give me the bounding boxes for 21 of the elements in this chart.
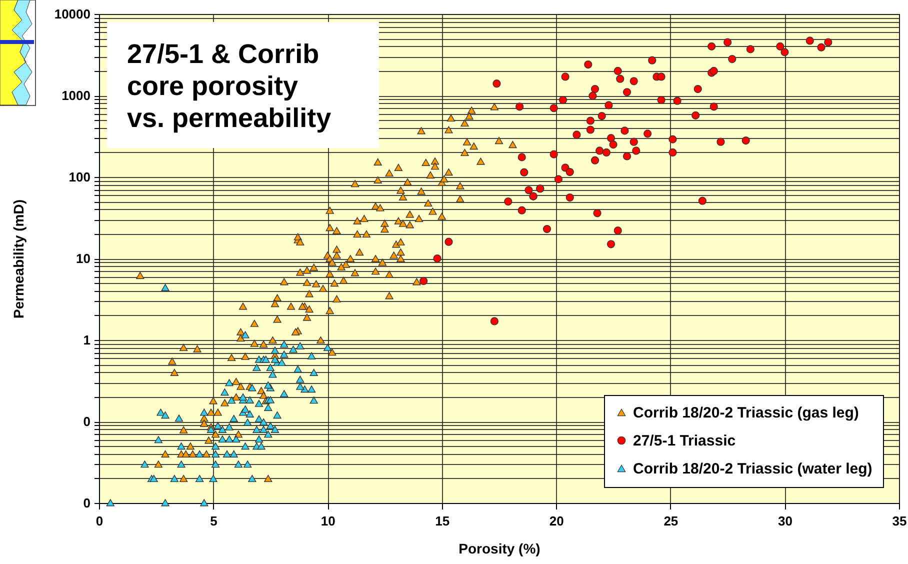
x-tick-label: 35 [892,514,907,528]
x-tick-label: 0 [96,514,104,528]
y-tick-label: 1000 [62,88,90,103]
x-tick-label: 20 [549,514,564,528]
x-tick-label: 10 [320,514,336,528]
y-tick-label: 100 [68,170,90,184]
x-tick-label: 25 [664,514,678,528]
y-tick-label: 0 [83,414,90,429]
legend-label: Corrib 18/20-2 Triassic (water leg) [633,460,872,478]
x-axis-title: Porosity (%) [458,540,540,556]
x-tick-label: 5 [210,514,218,528]
legend-label: Corrib 18/20-2 Triassic (gas leg) [633,404,859,422]
x-tick-label: 30 [778,514,792,528]
y-tick-label: 0 [83,496,90,510]
x-tick-label: 15 [435,514,450,528]
y-axis-title: Permeability (mD) [10,199,26,319]
y-tick-label: 10000 [54,6,90,22]
y-tick-label: 1 [83,332,90,348]
y-tick-label: 10 [76,251,90,266]
legend-label: 27/5-1 Triassic [633,432,736,450]
text: 27/5-1 & Corrib core porosity vs. permeability [107,22,379,148]
